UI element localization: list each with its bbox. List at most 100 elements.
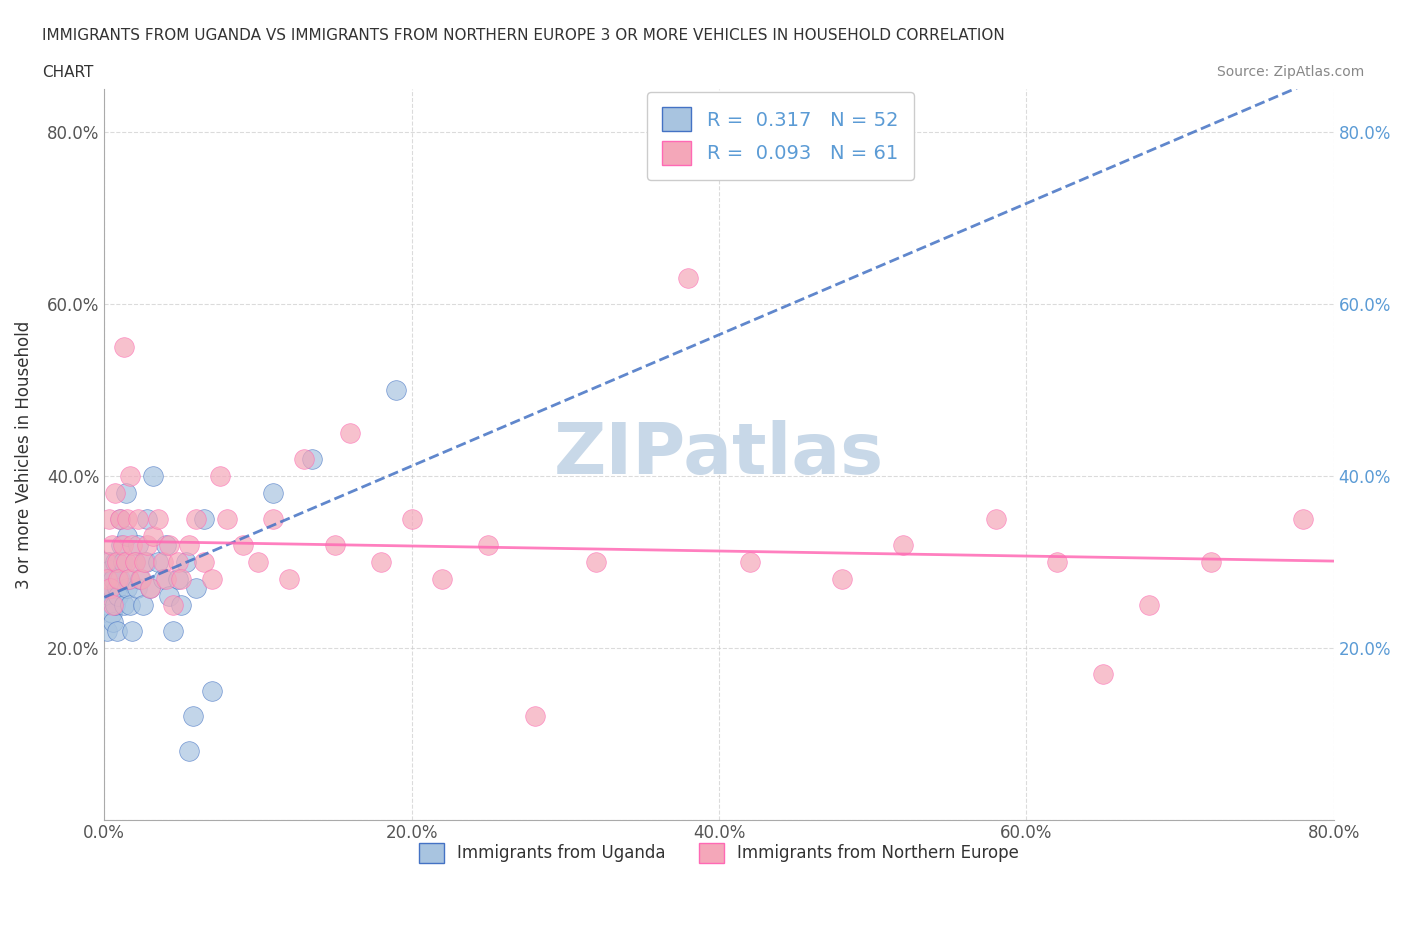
Point: [174, 554, 197, 569]
Point: [585, 554, 607, 569]
Point: [100, 580, 122, 595]
Point: [97, 572, 120, 587]
Point: [477, 538, 499, 552]
Point: [167, 572, 190, 587]
Point: [183, 709, 205, 724]
Point: [167, 554, 190, 569]
Point: [101, 580, 124, 595]
Point: [152, 554, 174, 569]
Point: [112, 339, 135, 354]
Point: [124, 554, 146, 569]
Point: [292, 451, 315, 466]
Point: [201, 572, 224, 587]
Point: [128, 572, 150, 587]
Point: [177, 538, 200, 552]
Text: Source: ZipAtlas.com: Source: ZipAtlas.com: [1216, 65, 1364, 79]
Point: [125, 580, 148, 595]
Point: [339, 426, 361, 441]
Point: [170, 572, 193, 587]
Point: [114, 485, 136, 500]
Point: [523, 709, 546, 724]
Point: [121, 538, 143, 552]
Point: [131, 597, 153, 612]
Point: [134, 554, 156, 569]
Point: [120, 597, 142, 612]
Y-axis label: 3 or more Vehicles in Household: 3 or more Vehicles in Household: [15, 320, 32, 589]
Point: [831, 572, 853, 587]
Point: [139, 580, 162, 595]
Point: [104, 554, 127, 569]
Point: [277, 572, 299, 587]
Point: [105, 580, 128, 595]
Point: [201, 684, 224, 698]
Point: [114, 554, 136, 569]
Point: [104, 485, 127, 500]
Point: [110, 538, 132, 552]
Point: [104, 597, 127, 612]
Point: [117, 512, 139, 526]
Point: [111, 538, 134, 552]
Point: [146, 512, 169, 526]
Point: [108, 512, 131, 526]
Point: [155, 538, 177, 552]
Point: [96, 572, 118, 587]
Point: [1092, 666, 1115, 681]
Point: [136, 512, 159, 526]
Text: IMMIGRANTS FROM UGANDA VS IMMIGRANTS FROM NORTHERN EUROPE 3 OR MORE VEHICLES IN : IMMIGRANTS FROM UGANDA VS IMMIGRANTS FRO…: [42, 28, 1005, 43]
Point: [118, 572, 141, 587]
Point: [157, 589, 180, 604]
Point: [136, 538, 159, 552]
Point: [108, 572, 131, 587]
Point: [157, 538, 180, 552]
Point: [177, 743, 200, 758]
Point: [1046, 554, 1069, 569]
Point: [105, 554, 128, 569]
Point: [155, 572, 177, 587]
Text: CHART: CHART: [42, 65, 94, 80]
Point: [97, 554, 120, 569]
Legend: Immigrants from Uganda, Immigrants from Northern Europe: Immigrants from Uganda, Immigrants from …: [412, 836, 1026, 870]
Point: [105, 623, 128, 638]
Point: [117, 528, 139, 543]
Point: [162, 597, 184, 612]
Point: [142, 469, 165, 484]
Point: [94, 580, 117, 595]
Point: [262, 512, 284, 526]
Point: [124, 554, 146, 569]
Point: [97, 512, 120, 526]
Point: [891, 538, 914, 552]
Point: [112, 597, 135, 612]
Point: [94, 554, 117, 569]
Point: [139, 580, 162, 595]
Point: [370, 554, 392, 569]
Text: ZIPatlas: ZIPatlas: [554, 420, 884, 489]
Point: [100, 563, 122, 578]
Point: [262, 485, 284, 500]
Point: [984, 512, 1007, 526]
Point: [1137, 597, 1160, 612]
Point: [401, 512, 423, 526]
Point: [208, 469, 231, 484]
Point: [108, 512, 131, 526]
Point: [432, 572, 454, 587]
Point: [103, 597, 125, 612]
Point: [232, 538, 254, 552]
Point: [152, 572, 174, 587]
Point: [142, 528, 165, 543]
Point: [676, 271, 699, 286]
Point: [193, 554, 215, 569]
Point: [120, 469, 142, 484]
Point: [135, 554, 157, 569]
Point: [127, 512, 149, 526]
Point: [385, 382, 408, 397]
Point: [217, 512, 239, 526]
Point: [301, 451, 323, 466]
Point: [127, 538, 149, 552]
Point: [96, 623, 118, 638]
Point: [107, 572, 129, 587]
Point: [117, 580, 139, 595]
Point: [96, 597, 118, 612]
Point: [103, 615, 125, 630]
Point: [111, 554, 134, 569]
Point: [121, 623, 143, 638]
